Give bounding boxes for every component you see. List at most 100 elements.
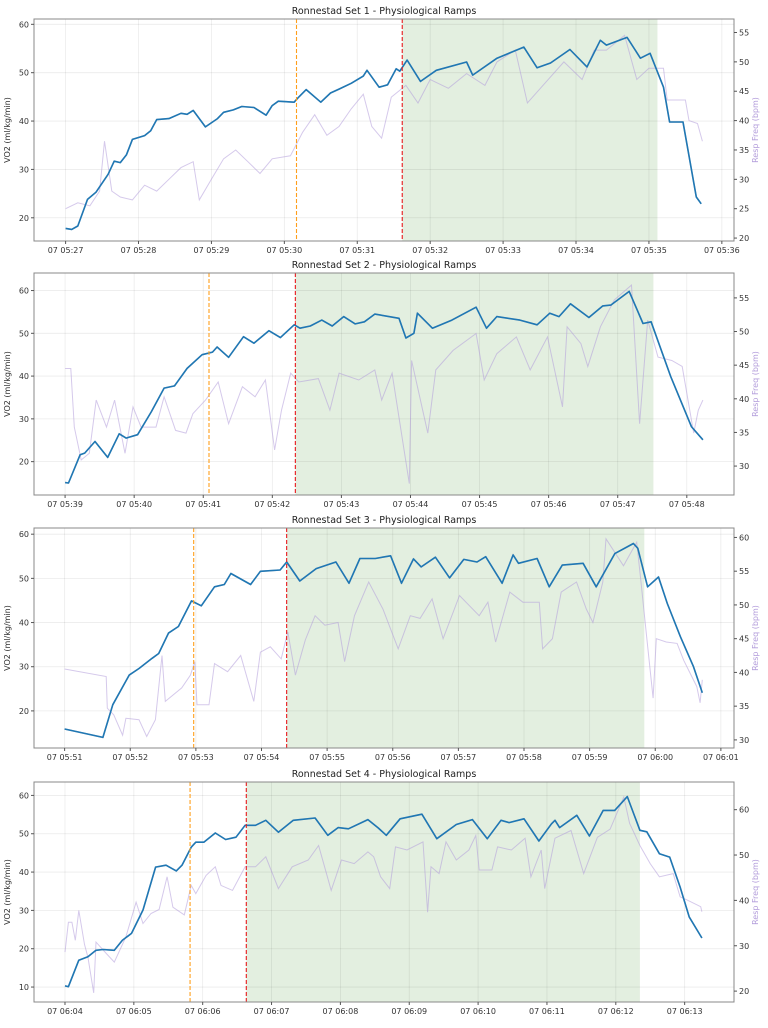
x-tick-label: 07 05:46	[531, 500, 567, 509]
y-right-tick-label: 60	[739, 806, 749, 815]
y-tick-label: 30	[19, 415, 29, 424]
x-tick-label: 07 06:08	[323, 1007, 359, 1016]
y-right-tick-label: 35	[739, 702, 749, 711]
x-tick-label: 07 06:13	[667, 1007, 703, 1016]
y-tick-label: 30	[19, 906, 29, 915]
y-right-tick-label: 30	[739, 175, 749, 184]
x-tick-label: 07 05:55	[309, 753, 345, 762]
y-tick-label: 40	[19, 868, 29, 877]
y-right-tick-label: 50	[739, 58, 749, 67]
y-right-tick-label: 20	[739, 987, 749, 996]
y-axis-label: VO2 (ml/kg/min)	[3, 605, 12, 671]
x-tick-label: 07 05:27	[48, 246, 84, 255]
y-tick-label: 50	[19, 830, 29, 839]
vo2-smoothed-line	[65, 36, 702, 231]
x-tick-label: 07 06:04	[47, 1007, 83, 1016]
x-tick-label: 07 06:01	[703, 753, 739, 762]
subplot-4: 07 06:04 07 06:05 07 06:06 07 06:07 07 06:08…	[3, 769, 760, 1016]
y-right-axis-label: Resp Freq (bpm)	[751, 859, 760, 925]
x-tick-label: 07 05:45	[462, 500, 498, 509]
vo2-smoothed-line	[65, 290, 704, 484]
x-tick-label: 07 05:47	[600, 500, 636, 509]
x-tick-label: 07 06:06	[185, 1007, 221, 1016]
y-right-tick-label: 50	[739, 601, 749, 610]
x-tick-label: 07 06:09	[391, 1007, 427, 1016]
y-tick-label: 40	[19, 619, 29, 628]
x-tick-label: 07 05:53	[178, 753, 214, 762]
y-right-tick-label: 30	[739, 736, 749, 745]
subplot-title: Ronnestad Set 1 - Physiological Ramps	[292, 6, 477, 17]
y-right-tick-label: 40	[739, 668, 749, 677]
y-right-tick-label: 35	[739, 428, 749, 437]
vo2-smoothed-line	[64, 542, 704, 739]
interval-shaded-region	[295, 273, 654, 495]
y-axis-label: VO2 (ml/kg/min)	[3, 859, 12, 925]
y-tick-label: 40	[19, 372, 29, 381]
x-tick-label: 07 05:31	[339, 246, 375, 255]
plot-frame	[33, 781, 735, 1003]
subplot-title: Ronnestad Set 4 - Physiological Ramps	[292, 769, 477, 780]
x-tick-label: 07 05:58	[506, 753, 542, 762]
y-right-axis-label: Resp Freq (bpm)	[751, 605, 760, 671]
y-tick-label: 10	[19, 983, 29, 992]
x-tick-label: 07 05:29	[194, 246, 230, 255]
x-tick-label: 07 05:51	[47, 753, 83, 762]
x-tick-label: 07 05:39	[47, 500, 83, 509]
y-tick-label: 20	[19, 707, 29, 716]
subplot-3: 07 05:51 07 05:52 07 05:53 07 05:54 07 05:55…	[3, 515, 760, 762]
y-right-tick-label: 55	[739, 567, 749, 576]
subplot-title: Ronnestad Set 2 - Physiological Ramps	[292, 260, 477, 271]
y-right-tick-label: 35	[739, 146, 749, 155]
x-tick-label: 07 06:07	[254, 1007, 290, 1016]
plot-frame	[33, 527, 735, 749]
y-right-tick-label: 50	[739, 328, 749, 337]
x-tick-label: 07 05:57	[440, 753, 476, 762]
x-tick-label: 07 05:41	[185, 500, 221, 509]
x-tick-label: 07 06:10	[460, 1007, 496, 1016]
y-right-tick-label: 30	[739, 462, 749, 471]
y-right-tick-label: 40	[739, 117, 749, 126]
x-tick-label: 07 05:40	[116, 500, 152, 509]
subplot-title: Ronnestad Set 3 - Physiological Ramps	[292, 515, 477, 526]
y-right-axis-label: Resp Freq (bpm)	[751, 97, 760, 163]
x-tick-label: 07 05:32	[412, 246, 448, 255]
resp-freq-line	[64, 537, 703, 738]
y-right-tick-label: 55	[739, 29, 749, 38]
x-tick-label: 07 05:34	[558, 246, 594, 255]
y-tick-label: 60	[19, 287, 29, 296]
y-right-tick-label: 20	[739, 234, 749, 243]
y-tick-label: 30	[19, 165, 29, 174]
subplot-2: 07 05:39 07 05:40 07 05:41 07 05:42 07 05:43…	[3, 260, 760, 509]
x-tick-label: 07 05:35	[631, 246, 667, 255]
y-tick-label: 50	[19, 329, 29, 338]
x-tick-label: 07 05:36	[704, 246, 740, 255]
y-tick-label: 60	[19, 530, 29, 539]
y-right-tick-label: 50	[739, 851, 749, 860]
interval-shaded-region	[402, 19, 658, 241]
x-tick-label: 07 05:59	[572, 753, 608, 762]
x-tick-label: 07 05:43	[324, 500, 360, 509]
interval-shaded-region	[246, 782, 640, 1002]
subplot-1: 07 05:27 07 05:28 07 05:29 07 05:30 07 05:31…	[3, 6, 760, 255]
y-tick-label: 60	[19, 20, 29, 29]
y-axis-label: VO2 (ml/kg/min)	[3, 97, 12, 163]
resp-freq-line	[65, 34, 703, 210]
y-right-axis-label: Resp Freq (bpm)	[751, 351, 760, 417]
y-right-tick-label: 25	[739, 205, 749, 214]
x-tick-label: 07 05:44	[393, 500, 429, 509]
resp-freq-line	[64, 795, 703, 993]
vo2-smoothed-line	[64, 795, 703, 988]
x-tick-label: 07 05:56	[375, 753, 411, 762]
x-tick-label: 07 05:48	[669, 500, 705, 509]
x-tick-label: 07 05:30	[266, 246, 302, 255]
y-tick-label: 40	[19, 117, 29, 126]
y-right-tick-label: 40	[739, 395, 749, 404]
x-tick-label: 07 06:11	[529, 1007, 565, 1016]
y-right-tick-label: 45	[739, 361, 749, 370]
x-tick-label: 07 05:52	[112, 753, 148, 762]
y-right-tick-label: 30	[739, 942, 749, 951]
x-tick-label: 07 06:00	[637, 753, 673, 762]
y-tick-label: 50	[19, 574, 29, 583]
x-tick-label: 07 05:42	[254, 500, 290, 509]
y-right-tick-label: 45	[739, 87, 749, 96]
